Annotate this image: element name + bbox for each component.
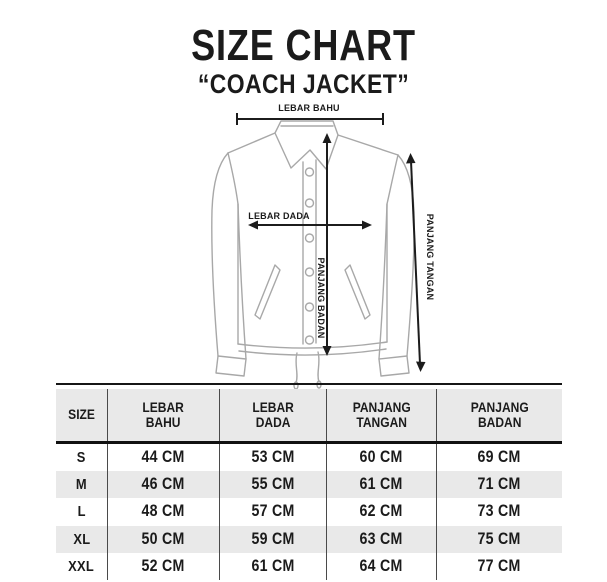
cell-panjang-badan: 75 CM	[436, 525, 562, 553]
table-row-m: M 46 CM 55 CM 61 CM 71 CM	[56, 471, 562, 499]
page-subtitle: “COACH JACKET”	[197, 69, 410, 99]
cell-panjang-badan: 71 CM	[436, 471, 562, 499]
table-row-xl: XL 50 CM 59 CM 63 CM 75 CM	[56, 525, 562, 553]
table-header-lebar-dada: LEBAR DADA	[219, 389, 326, 441]
left-cuff	[215, 355, 247, 377]
table-row-l: L 48 CM 57 CM 62 CM 73 CM	[56, 498, 562, 526]
cell-lebar-dada: 53 CM	[219, 444, 326, 472]
button-row	[304, 167, 315, 345]
body-length-arrow: PANJANG BADAN	[316, 133, 332, 356]
chest-arrow: LEBAR DADA	[248, 211, 372, 230]
cell-size: M	[75, 476, 87, 494]
cell-size: XL	[72, 530, 91, 548]
cell-panjang-tangan: 60 CM	[326, 444, 436, 472]
cell-panjang-tangan: 62 CM	[326, 498, 436, 526]
left-pocket	[254, 264, 281, 320]
table-header-panjang-tangan: PANJANG TANGAN	[326, 389, 436, 441]
cell-lebar-bahu: 50 CM	[107, 525, 219, 553]
cell-panjang-badan: 77 CM	[436, 552, 562, 580]
table-row-xxl: XXL 52 CM 61 CM 64 CM 77 CM	[56, 552, 562, 580]
jacket-diagram: LEBAR BAHU LEBAR DADA PANJANG BADAN PANJ…	[211, 103, 435, 390]
cell-lebar-dada: 59 CM	[219, 525, 326, 553]
table-top-rule	[56, 383, 562, 385]
cell-size: L	[77, 503, 86, 521]
sleeve-length-arrow: PANJANG TANGAN	[406, 153, 435, 372]
right-pocket	[344, 264, 371, 320]
chest-label: LEBAR DADA	[248, 211, 310, 221]
page-title: SIZE CHART	[191, 21, 416, 70]
table-header-lebar-bahu: LEBAR BAHU	[107, 389, 219, 441]
table-header-row: SIZE LEBAR BAHU LEBAR DADA PANJANG TANGAN P…	[56, 389, 562, 444]
cell-lebar-dada: 55 CM	[219, 471, 326, 499]
sleeve-length-label: PANJANG TANGAN	[425, 214, 435, 300]
table-row-s: S 44 CM 53 CM 60 CM 69 CM	[56, 444, 562, 472]
cell-lebar-bahu: 48 CM	[107, 498, 219, 526]
cell-lebar-dada: 61 CM	[219, 552, 326, 580]
table-body: S 44 CM 53 CM 60 CM 69 CM M 46 CM 55 CM …	[56, 444, 562, 580]
cell-panjang-tangan: 63 CM	[326, 525, 436, 553]
cell-lebar-bahu: 52 CM	[107, 552, 219, 580]
jacket-outline-drawing	[211, 120, 415, 390]
shoulder-ruler: LEBAR BAHU	[236, 103, 384, 125]
cell-panjang-badan: 69 CM	[436, 444, 562, 472]
cell-size: S	[77, 449, 86, 467]
cell-lebar-bahu: 46 CM	[107, 471, 219, 499]
table-header-size: SIZE	[68, 406, 95, 423]
cell-panjang-tangan: 61 CM	[326, 471, 436, 499]
shoulder-label: LEBAR BAHU	[278, 103, 340, 113]
cell-panjang-badan: 73 CM	[436, 498, 562, 526]
collar	[274, 120, 339, 170]
size-table: SIZE LEBAR BAHU LEBAR DADA PANJANG TANGAN P…	[56, 383, 562, 580]
cell-lebar-bahu: 44 CM	[107, 444, 219, 472]
cell-panjang-tangan: 64 CM	[326, 552, 436, 580]
cell-lebar-dada: 57 CM	[219, 498, 326, 526]
cell-size: XXL	[68, 557, 95, 575]
body-length-label: PANJANG BADAN	[316, 258, 326, 339]
right-cuff	[378, 355, 410, 377]
table-header-panjang-badan: PANJANG BADAN	[436, 389, 562, 441]
